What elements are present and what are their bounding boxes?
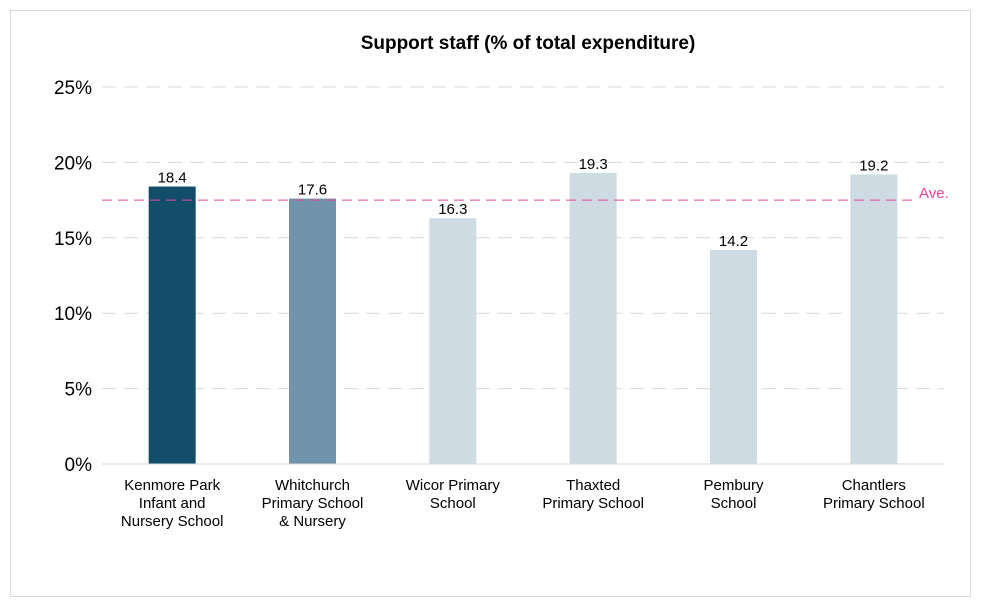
y-tick-label: 10% [54,304,92,325]
gridlines [102,86,944,390]
y-tick-label: 15% [54,229,92,250]
x-tick-label: Thaxted Primary School [542,477,644,512]
bars: 18.4 17.6 16.3 19.3 14.2 19.2 [148,156,898,465]
average-line-label: Ave. [919,185,949,202]
average-line: Ave. [102,185,949,202]
y-axis: 0% 5% 10% 15% 20% 25% [54,78,92,476]
bar [429,218,477,464]
chart-title: Support staff (% of total expenditure) [361,33,696,54]
x-tick-label: Kenmore Park Infant and Nursery School [121,477,224,530]
data-label: 19.2 [859,157,888,174]
y-tick-label: 0% [65,455,93,476]
data-label: 16.3 [438,201,467,218]
y-tick-label: 5% [65,380,93,401]
data-label: 14.2 [719,233,748,250]
data-label: 18.4 [158,170,187,187]
bar [289,198,336,465]
data-label: 19.3 [579,156,608,173]
bar [148,186,196,464]
x-axis: Kenmore Park Infant and Nursery School Whit… [102,463,944,530]
x-tick-label: Whitchurch Primary School & Nursery [262,477,364,530]
x-tick-label: Wicor Primary School [406,477,501,512]
bar [850,174,898,465]
bar [569,172,617,464]
y-tick-label: 25% [54,78,92,99]
data-label: 17.6 [298,182,327,199]
x-tick-label: Pembury School [703,477,764,512]
x-tick-label: Chantlers Primary School [823,477,925,512]
y-tick-label: 20% [54,153,92,174]
bar [710,249,757,464]
